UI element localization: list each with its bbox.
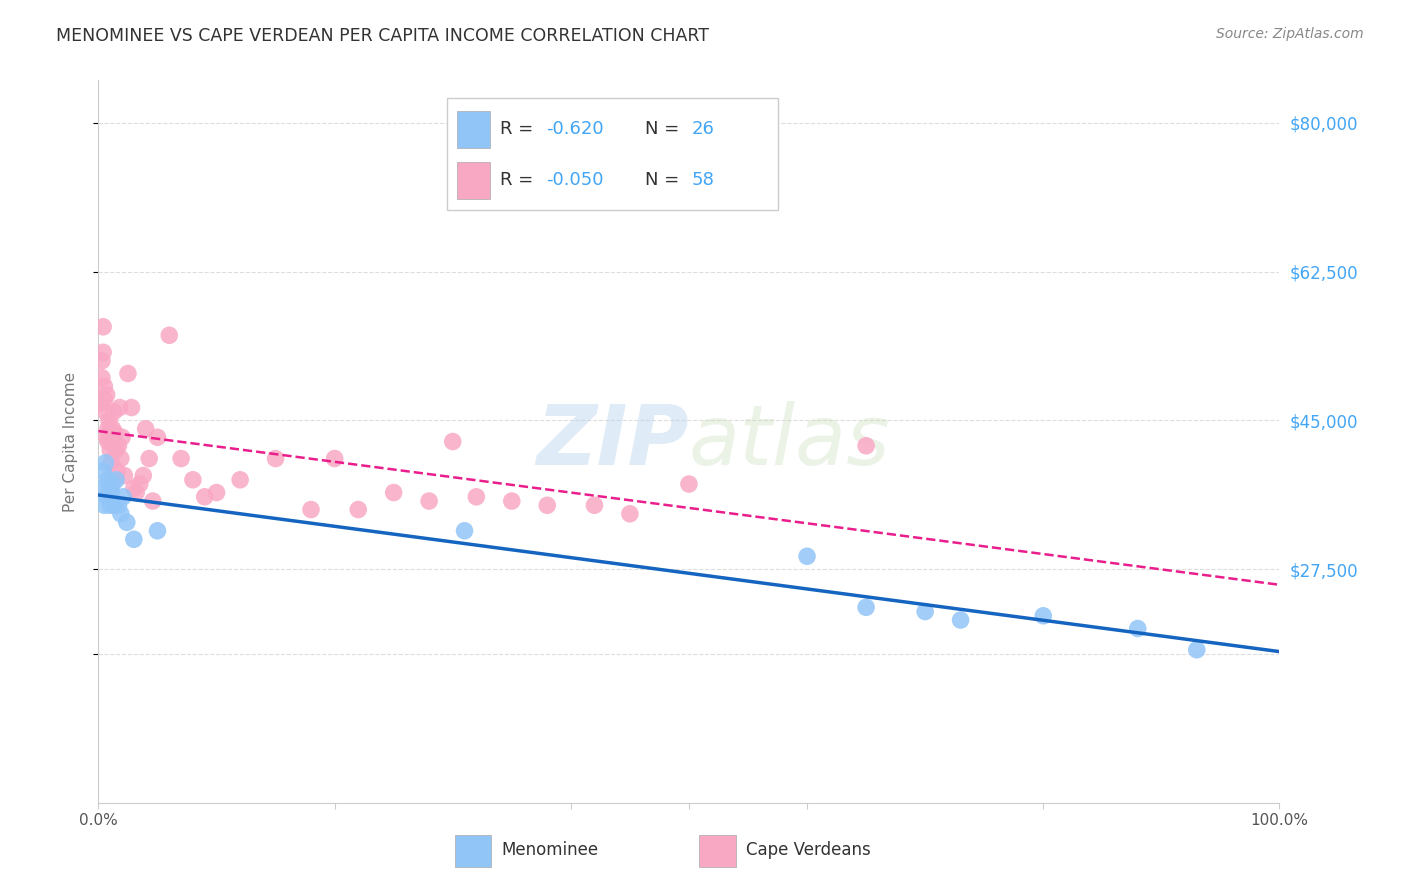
Point: [100, 456, 122, 470]
Point: [91, 319, 114, 334]
Point: [93, 392, 115, 406]
Point: [1032, 608, 1054, 623]
Text: MENOMINEE VS CAPE VERDEAN PER CAPITA INCOME CORRELATION CHART: MENOMINEE VS CAPE VERDEAN PER CAPITA INC…: [56, 27, 709, 45]
Point: [441, 434, 464, 449]
Point: [110, 451, 132, 466]
Point: [96, 430, 118, 444]
Point: [101, 477, 124, 491]
Point: [678, 477, 700, 491]
Point: [100, 485, 122, 500]
Point: [128, 477, 150, 491]
Point: [103, 498, 125, 512]
Point: [323, 451, 346, 466]
Point: [101, 434, 124, 449]
Point: [299, 502, 322, 516]
Point: [170, 451, 193, 466]
Point: [205, 485, 228, 500]
Point: [796, 549, 818, 564]
Point: [101, 422, 124, 436]
Point: [117, 367, 139, 381]
Point: [418, 494, 440, 508]
Point: [194, 490, 217, 504]
Point: [146, 524, 169, 538]
Point: [264, 451, 287, 466]
Point: [122, 481, 145, 495]
Point: [855, 439, 877, 453]
Point: [949, 613, 972, 627]
Point: [914, 605, 936, 619]
Point: [97, 434, 120, 449]
Point: [132, 468, 155, 483]
Point: [91, 371, 114, 385]
Point: [91, 464, 114, 478]
Point: [97, 473, 120, 487]
Y-axis label: Per Capita Income: Per Capita Income: [63, 371, 77, 512]
Point: [181, 473, 204, 487]
Point: [98, 443, 121, 458]
Point: [91, 345, 114, 359]
Point: [138, 451, 160, 466]
Point: [382, 485, 405, 500]
Point: [91, 353, 114, 368]
Point: [98, 413, 121, 427]
Point: [98, 498, 121, 512]
Point: [112, 468, 135, 483]
Point: [96, 490, 118, 504]
Point: [142, 494, 165, 508]
Point: [855, 600, 877, 615]
Point: [122, 533, 145, 547]
Point: [98, 481, 121, 495]
Point: [93, 379, 115, 393]
Point: [98, 430, 121, 444]
Point: [229, 473, 252, 487]
Point: [94, 405, 117, 419]
Point: [96, 388, 118, 402]
Point: [110, 507, 132, 521]
Point: [93, 498, 115, 512]
Point: [465, 490, 488, 504]
Point: [105, 473, 128, 487]
Text: atlas: atlas: [689, 401, 890, 482]
Point: [107, 439, 129, 453]
Point: [107, 498, 129, 512]
Point: [347, 502, 370, 516]
Point: [105, 443, 128, 458]
Text: ZIP: ZIP: [536, 401, 689, 482]
Point: [112, 490, 135, 504]
Point: [104, 425, 127, 440]
Point: [146, 430, 169, 444]
Point: [111, 430, 134, 444]
Point: [157, 328, 180, 343]
Point: [90, 396, 112, 410]
Point: [135, 422, 157, 436]
Point: [97, 422, 120, 436]
Point: [536, 498, 558, 512]
Point: [91, 481, 114, 495]
Point: [619, 507, 641, 521]
Point: [103, 405, 125, 419]
Point: [105, 464, 128, 478]
Point: [98, 425, 121, 440]
Point: [583, 498, 606, 512]
Text: Source: ZipAtlas.com: Source: ZipAtlas.com: [1216, 27, 1364, 41]
Point: [453, 524, 475, 538]
Point: [1185, 642, 1208, 657]
Point: [115, 516, 138, 530]
Point: [94, 456, 117, 470]
Point: [121, 401, 143, 415]
Point: [501, 494, 523, 508]
Point: [108, 401, 131, 415]
Point: [1126, 622, 1149, 636]
Point: [125, 485, 148, 500]
